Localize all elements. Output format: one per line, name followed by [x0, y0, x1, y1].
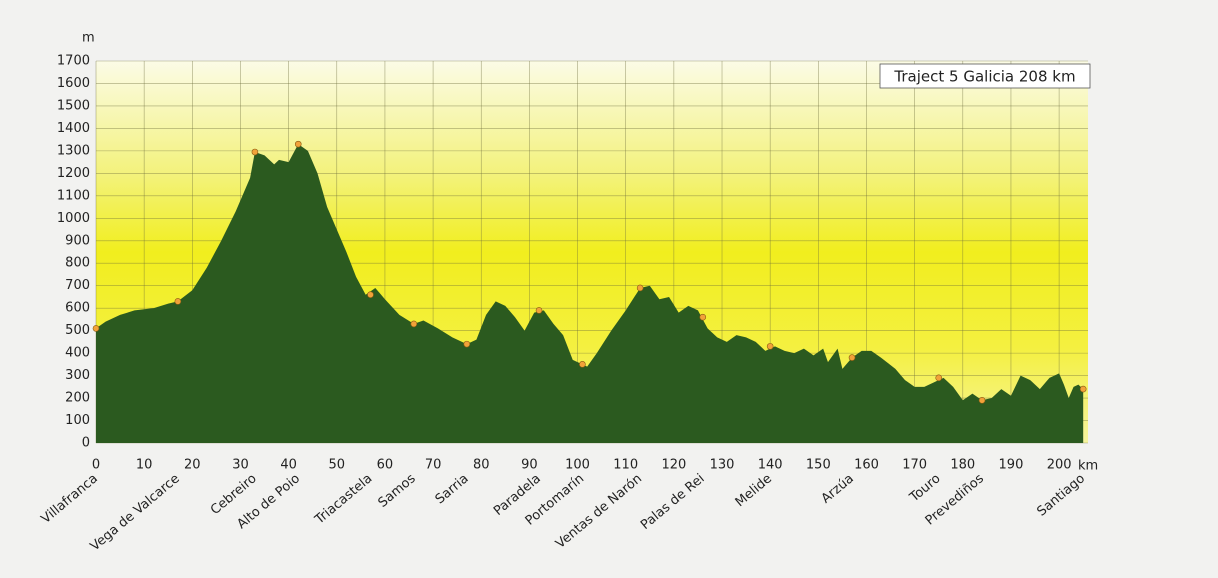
waypoint-label: Palas de Rei	[638, 471, 708, 533]
x-tick-label: 140	[758, 458, 783, 473]
y-tick-label: 800	[65, 256, 90, 271]
waypoint	[367, 292, 373, 298]
y-tick-label: 1000	[57, 211, 90, 226]
waypoint-label: Villafranca	[39, 471, 101, 527]
waypoint-label: Samos	[376, 471, 419, 511]
y-axis-label: m	[82, 31, 95, 46]
waypoint	[411, 321, 417, 327]
y-tick-label: 200	[65, 391, 90, 406]
x-tick-label: 110	[613, 458, 638, 473]
y-tick-label: 1700	[57, 54, 90, 69]
waypoint	[175, 298, 181, 304]
chart: m km Traject 5 Galicia 208 km 0100200300…	[0, 0, 1218, 574]
y-tick-label: 600	[65, 301, 90, 316]
x-tick-label: 170	[902, 458, 927, 473]
waypoint	[767, 343, 773, 349]
x-tick-label: 190	[999, 458, 1024, 473]
x-tick-label: 180	[950, 458, 975, 473]
y-tick-label: 1600	[57, 76, 90, 91]
x-tick-label: 130	[710, 458, 735, 473]
x-tick-label: 70	[425, 458, 442, 473]
waypoint	[1080, 386, 1086, 392]
waypoint	[979, 397, 985, 403]
x-tick-label: 60	[377, 458, 394, 473]
waypoint	[936, 375, 942, 381]
x-tick-label: 200	[1047, 458, 1072, 473]
x-tick-label: 0	[92, 458, 100, 473]
x-tick-label: 20	[184, 458, 201, 473]
waypoint-label: Vega de Valcarce	[88, 471, 183, 554]
y-tick-label: 500	[65, 323, 90, 338]
waypoint-label: Triacastela	[312, 471, 376, 528]
waypoint	[637, 285, 643, 291]
x-tick-label: 100	[565, 458, 590, 473]
x-tick-label: 160	[854, 458, 879, 473]
y-tick-label: 1300	[57, 143, 90, 158]
waypoint	[579, 361, 585, 367]
x-tick-label: 40	[280, 458, 297, 473]
waypoint-label: Melide	[733, 471, 775, 510]
waypoint-label: Sarria	[433, 471, 472, 507]
y-tick-label: 400	[65, 346, 90, 361]
chart-title: Traject 5 Galicia 208 km	[893, 68, 1075, 86]
y-tick-label: 1500	[57, 98, 90, 113]
y-tick-label: 1200	[57, 166, 90, 181]
x-tick-label: 30	[232, 458, 249, 473]
x-tick-label: 90	[521, 458, 538, 473]
waypoint	[849, 355, 855, 361]
waypoint	[295, 141, 301, 147]
y-tick-label: 1400	[57, 121, 90, 136]
x-tick-label: 120	[661, 458, 686, 473]
waypoint-label: Santiago	[1034, 471, 1088, 519]
waypoint	[536, 307, 542, 313]
waypoint	[93, 325, 99, 331]
y-tick-label: 300	[65, 368, 90, 383]
y-tick-label: 100	[65, 413, 90, 428]
waypoint	[464, 341, 470, 347]
y-tick-label: 0	[82, 436, 90, 451]
x-tick-label: 50	[329, 458, 346, 473]
waypoint-label: Arzúa	[819, 471, 857, 506]
y-tick-label: 1100	[57, 188, 90, 203]
x-tick-label: 80	[473, 458, 490, 473]
x-tick-label: 10	[136, 458, 153, 473]
waypoint	[700, 314, 706, 320]
x-tick-label: 150	[806, 458, 831, 473]
waypoint-label: Touro	[906, 471, 943, 506]
y-tick-label: 700	[65, 278, 90, 293]
waypoint	[252, 149, 258, 155]
x-axis-label: km	[1078, 459, 1098, 474]
page: {"chart_data": {"type": "area", "title":…	[0, 0, 1218, 574]
y-tick-label: 900	[65, 233, 90, 248]
